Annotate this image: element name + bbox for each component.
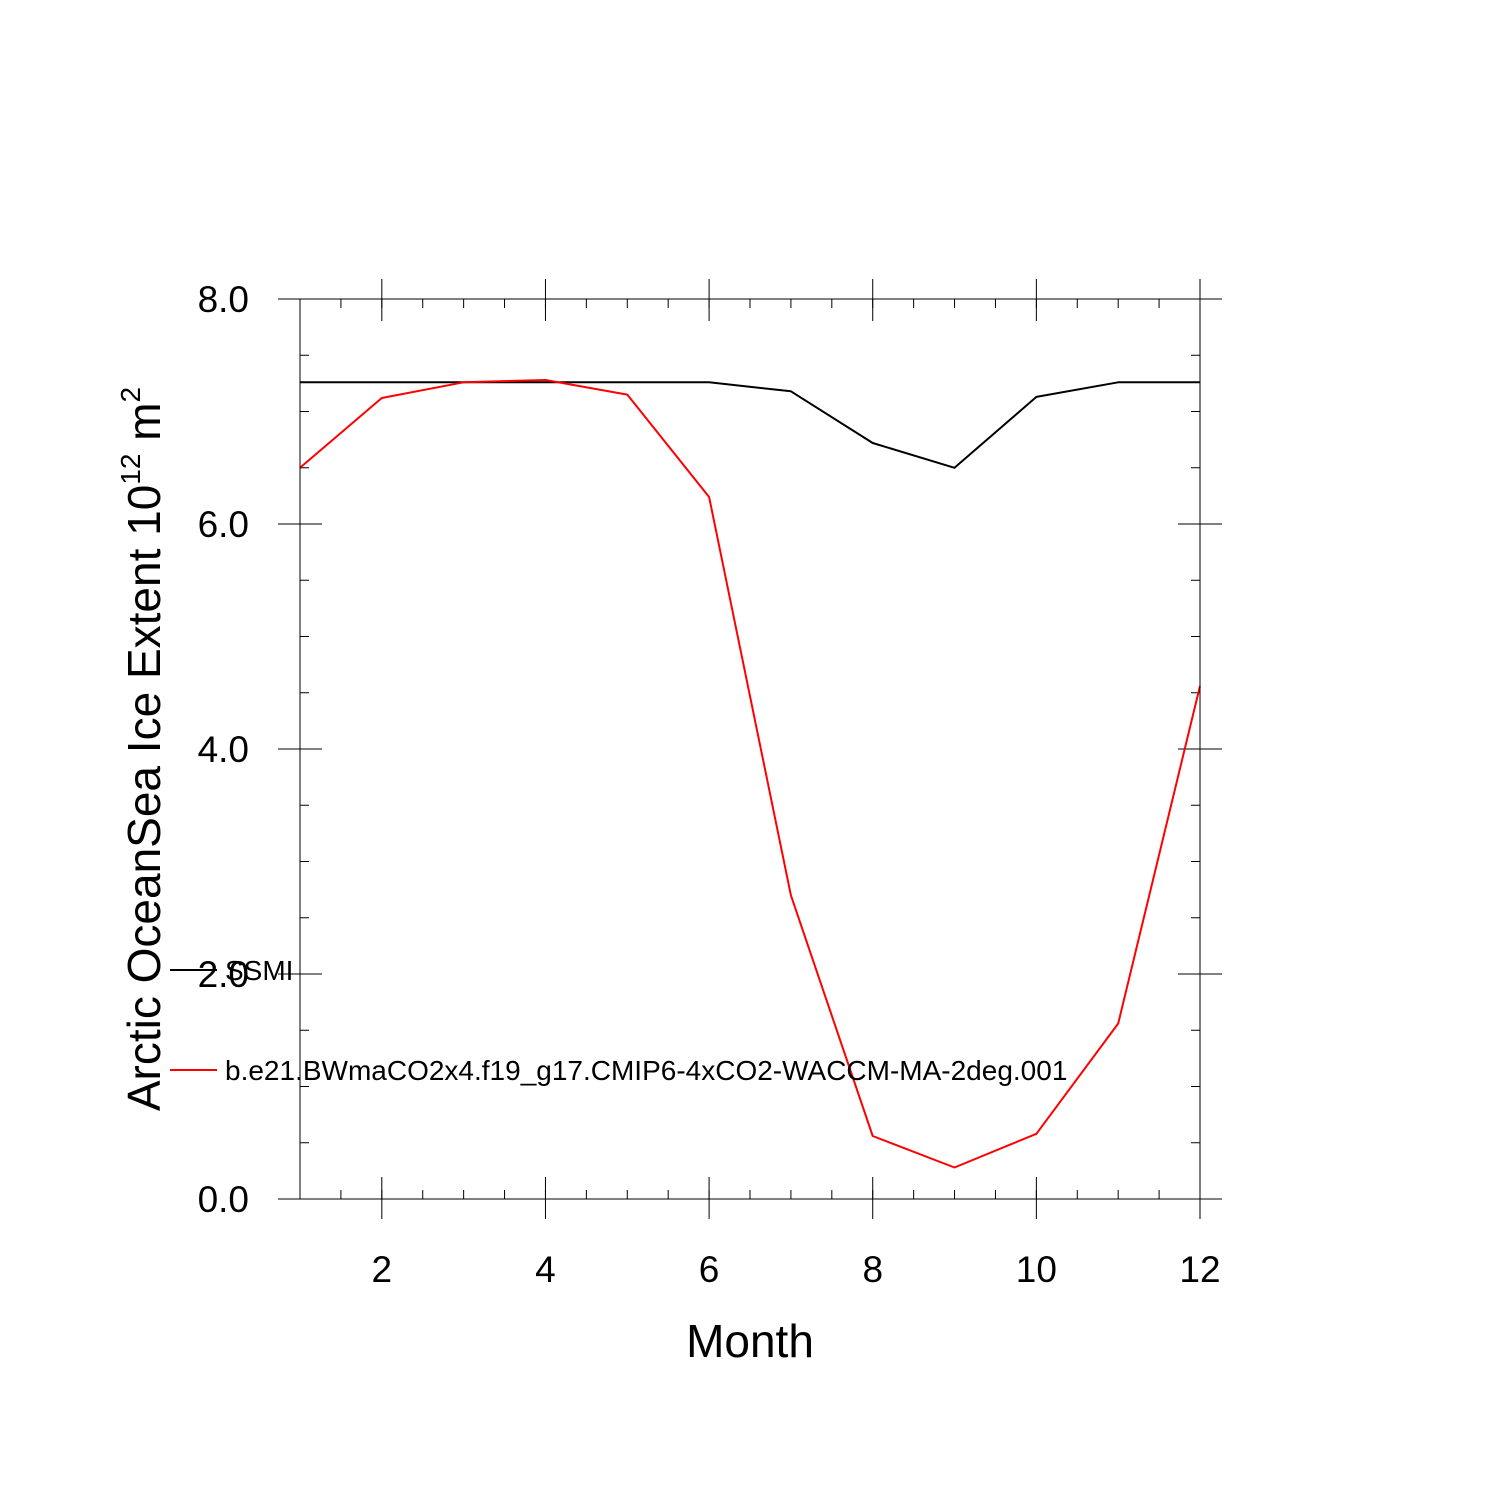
- legend-label-1: SSMI: [225, 955, 293, 986]
- x-tick-label: 4: [535, 1249, 556, 1290]
- y-axis-label-spacer: [118, 441, 170, 454]
- plot-frame: [299, 298, 1201, 1200]
- x-tick-label: 10: [1016, 1249, 1057, 1290]
- y-axis-label-main: Arctic OceanSea Ice Extent 10: [118, 485, 170, 1111]
- y-axis-label-exponent: 12: [115, 454, 146, 485]
- x-tick-label: 2: [372, 1249, 393, 1290]
- x-axis-label: Month: [686, 1315, 814, 1367]
- x-tick-label: 8: [862, 1249, 883, 1290]
- legend: SSMI b.e21.BWmaCO2x4.f19_g17.CMIP6-4xCO2-…: [170, 955, 1067, 1086]
- series-layer: [299, 379, 1201, 1169]
- y-axis-label-unit: m: [118, 402, 170, 440]
- y-tick-label: 6.0: [198, 504, 249, 545]
- legend-label-2: b.e21.BWmaCO2x4.f19_g17.CMIP6-4xCO2-WACC…: [225, 1055, 1067, 1086]
- y-tick-label: 0.0: [198, 1179, 249, 1220]
- series-line-1: [300, 381, 1200, 469]
- x-tick-label: 12: [1179, 1249, 1220, 1290]
- y-tick-label: 8.0: [198, 279, 249, 320]
- tick-labels: 2 4 6 8 10 12 0.0 2.0 4.0 6.0 8.0: [198, 279, 1221, 1290]
- x-tick-label: 6: [699, 1249, 720, 1290]
- series-line-2: [299, 379, 1201, 1169]
- y-tick-label: 4.0: [198, 729, 249, 770]
- y-axis-label: Arctic OceanSea Ice Extent 1012 m2: [115, 387, 170, 1111]
- y-tick-label: 2.0: [198, 954, 249, 995]
- y-axis-label-unit-exponent: 2: [115, 387, 146, 403]
